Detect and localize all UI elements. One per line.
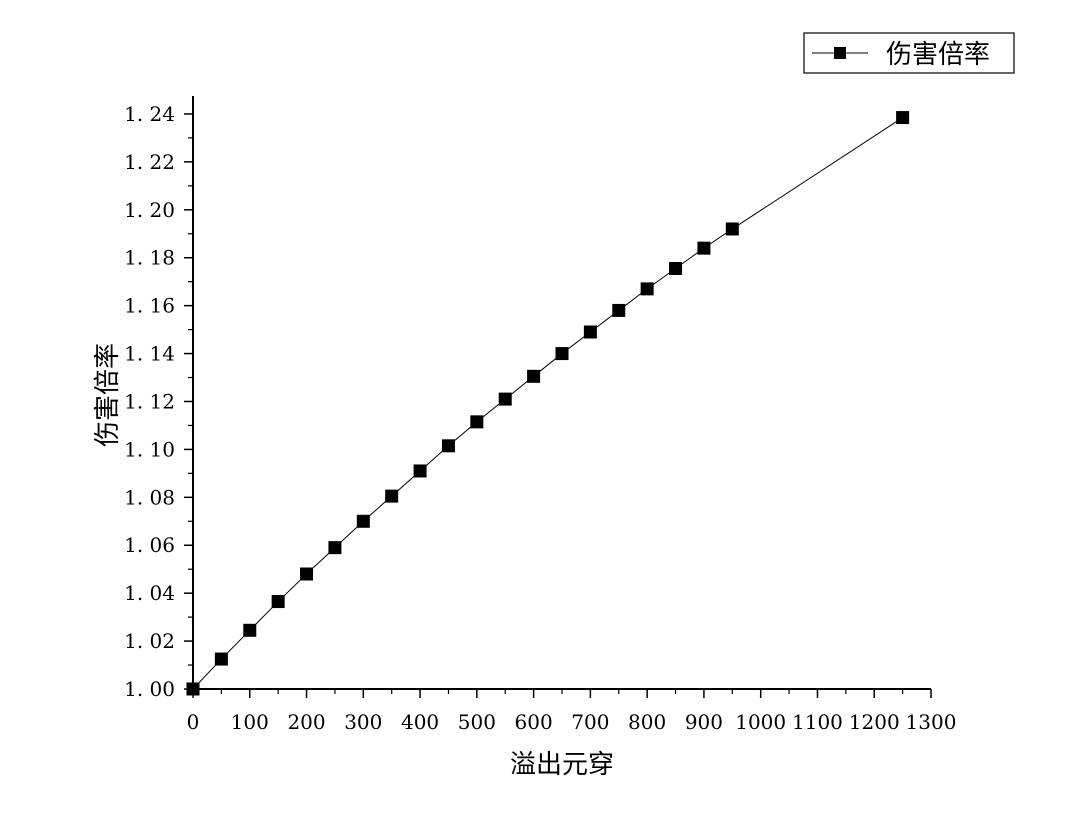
data-point-marker: [612, 303, 626, 317]
data-point-marker: [697, 241, 711, 255]
y-tick-label: 1. 24: [124, 102, 175, 126]
data-point-marker: [669, 262, 683, 276]
y-tick-label: 1. 04: [124, 581, 175, 605]
data-point-marker: [300, 567, 314, 581]
x-tick-label: 1000: [735, 710, 786, 734]
data-point-marker: [441, 439, 455, 453]
data-point-marker: [356, 514, 370, 528]
x-tick-label: 1300: [906, 710, 957, 734]
y-tick-label: 1. 10: [124, 437, 175, 461]
data-point-marker: [470, 415, 484, 429]
x-tick-label: 700: [571, 710, 609, 734]
legend-label: 伤害倍率: [886, 40, 990, 70]
x-tick-label: 100: [231, 710, 269, 734]
y-tick-label: 1. 22: [124, 150, 175, 174]
y-tick-label: 1. 06: [124, 533, 175, 557]
ticks: 0 100 200 300 400 500 600 700 800 900 1000 1100 1200…: [124, 102, 956, 734]
x-tick-label: 1100: [792, 710, 843, 734]
y-tick-label: 1. 18: [124, 246, 175, 270]
x-tick-label: 300: [344, 710, 382, 734]
x-tick-label: 1200: [849, 710, 900, 734]
data-point-marker: [328, 541, 342, 555]
axes: [192, 96, 931, 690]
y-tick-label: 1. 08: [124, 485, 175, 509]
series: [186, 111, 910, 696]
data-point-marker: [640, 282, 654, 296]
legend: 伤害倍率: [803, 32, 1015, 74]
data-point-marker: [896, 111, 910, 125]
y-tick-label: 1. 14: [124, 342, 175, 366]
y-tick-label: 1. 16: [124, 294, 175, 318]
x-tick-label: 0: [187, 710, 200, 734]
x-tick-label: 600: [515, 710, 553, 734]
data-point-marker: [498, 392, 512, 406]
data-point-marker: [186, 682, 200, 696]
x-tick-label: 800: [628, 710, 666, 734]
data-point-marker: [214, 652, 228, 666]
x-tick-label: 200: [287, 710, 325, 734]
data-point-marker: [243, 623, 257, 637]
data-point-marker: [555, 347, 569, 361]
y-tick-label: 1. 02: [124, 629, 175, 653]
data-point-marker: [271, 595, 285, 609]
data-point-marker: [413, 464, 427, 478]
y-tick-label: 1. 00: [124, 677, 175, 701]
data-point-marker: [583, 325, 597, 339]
series-line: [192, 117, 903, 690]
data-point-marker: [385, 489, 399, 503]
data-point-marker: [527, 369, 541, 383]
x-tick-label: 500: [458, 710, 496, 734]
x-tick-label: 400: [401, 710, 439, 734]
y-axis-title: 伤害倍率: [93, 343, 123, 447]
x-axis-title: 溢出元穿: [510, 750, 614, 780]
y-tick-label: 1. 12: [124, 389, 175, 413]
legend-marker-square: [834, 47, 846, 59]
y-tick-label: 1. 20: [124, 198, 175, 222]
x-tick-label: 900: [685, 710, 723, 734]
data-point-marker: [725, 222, 739, 236]
